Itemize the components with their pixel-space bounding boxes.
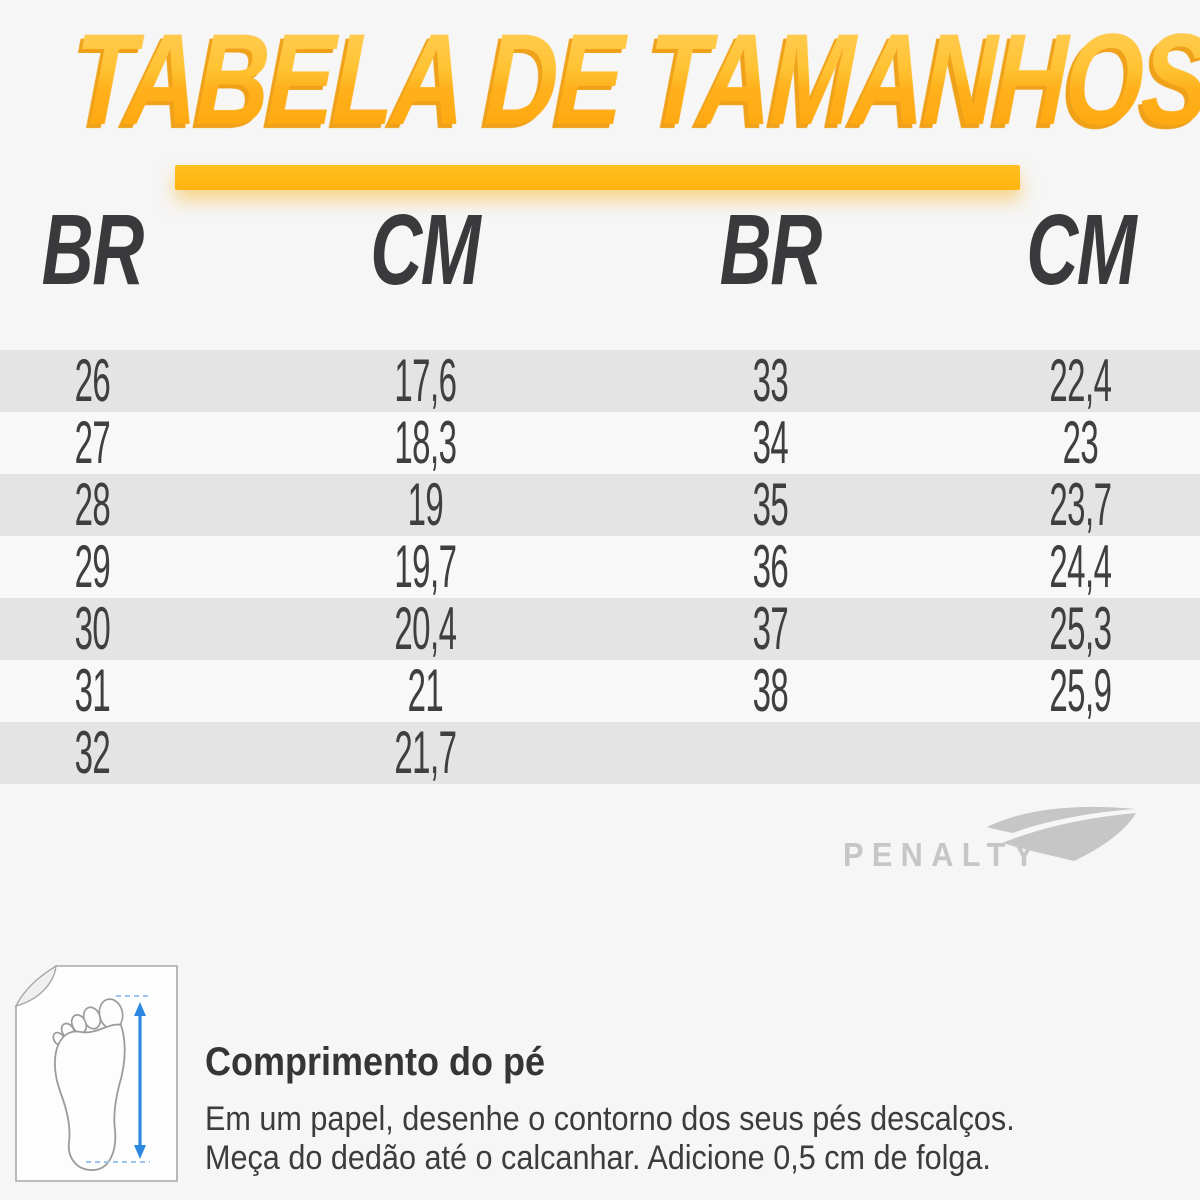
size-cell-br: 26	[74, 347, 111, 414]
size-cell-br: 37	[752, 595, 788, 662]
size-cell-cm: 24,4	[1049, 533, 1112, 600]
size-cell-br: 27	[74, 409, 111, 476]
table-row: 27 18,3 34 23	[0, 412, 1200, 474]
foot-outline	[54, 1023, 126, 1171]
size-cell-cm: 25,9	[1049, 657, 1112, 724]
size-cell-cm: 25,3	[1049, 595, 1112, 662]
size-cell-cm: 19,7	[393, 533, 457, 600]
table-header-row: BR CM BR CM	[0, 194, 1200, 306]
size-cell-cm: 23	[1062, 409, 1099, 476]
size-cell-br: 35	[752, 471, 788, 538]
title-underline	[175, 165, 1020, 190]
size-cell-br: 33	[752, 347, 788, 414]
size-cell-cm: 22,4	[1049, 347, 1112, 414]
size-cell-br: 38	[752, 657, 788, 724]
swoosh-upper-stripe	[987, 806, 1135, 833]
page-fold	[14, 964, 57, 1008]
size-table-body: 26 17,6 33 22,4 27 18,3 34 23 28 19 35 2…	[0, 350, 1200, 784]
measure-arrow-head-bottom	[134, 1145, 146, 1159]
size-cell-br: 30	[74, 595, 111, 662]
instruction-line-2: Meça do dedão até o calcanhar. Adicione …	[205, 1139, 991, 1177]
size-cell-cm: 23,7	[1049, 471, 1112, 538]
size-cell-cm	[875, 722, 1200, 784]
size-cell-br: 29	[74, 533, 111, 600]
column-header-cm-left: CM	[370, 194, 481, 306]
column-header-cm-right: CM	[1025, 194, 1137, 306]
column-header-br-right: BR	[719, 194, 822, 306]
size-cell-cm: 19	[407, 471, 443, 538]
column-header-br-left: BR	[41, 194, 145, 306]
table-row: 32 21,7	[0, 722, 1200, 784]
table-row: 30 20,4 37 25,3	[0, 598, 1200, 660]
size-cell-cm: 21,7	[393, 719, 457, 786]
instruction-line-1: Em um papel, desenhe o contorno dos seus…	[205, 1100, 1015, 1138]
table-row: 31 21 38 25,9	[0, 660, 1200, 722]
table-row: 29 19,7 36 24,4	[0, 536, 1200, 598]
table-row: 28 19 35 23,7	[0, 474, 1200, 536]
penalty-logo-swoosh-icon	[987, 806, 1136, 861]
size-cell-br: 34	[752, 409, 788, 476]
size-cell-br: 36	[752, 533, 788, 600]
foot-measurement-icon	[14, 964, 178, 1182]
size-cell-br	[665, 722, 875, 784]
page-title-text: TABELA DE TAMANHOS	[71, 6, 1200, 152]
swoosh-lower-wing	[1002, 813, 1136, 861]
page-title: TABELA DE TAMANHOS	[71, 6, 1200, 152]
foot-length-heading: Comprimento do pé	[205, 1040, 546, 1084]
size-cell-br: 32	[74, 719, 111, 786]
size-cell-br: 31	[74, 657, 111, 724]
table-row: 26 17,6 33 22,4	[0, 350, 1200, 412]
size-cell-cm: 20,4	[393, 595, 457, 662]
size-cell-cm: 21	[407, 657, 443, 724]
size-cell-cm: 18,3	[393, 409, 457, 476]
penalty-logo-wordmark: PENALTY	[843, 836, 1043, 873]
foot-length-instructions: Em um papel, desenhe o contorno dos seus…	[205, 1100, 1015, 1178]
size-cell-br: 28	[74, 471, 111, 538]
size-cell-cm: 17,6	[393, 347, 457, 414]
measure-arrow-head-top	[134, 1002, 146, 1016]
